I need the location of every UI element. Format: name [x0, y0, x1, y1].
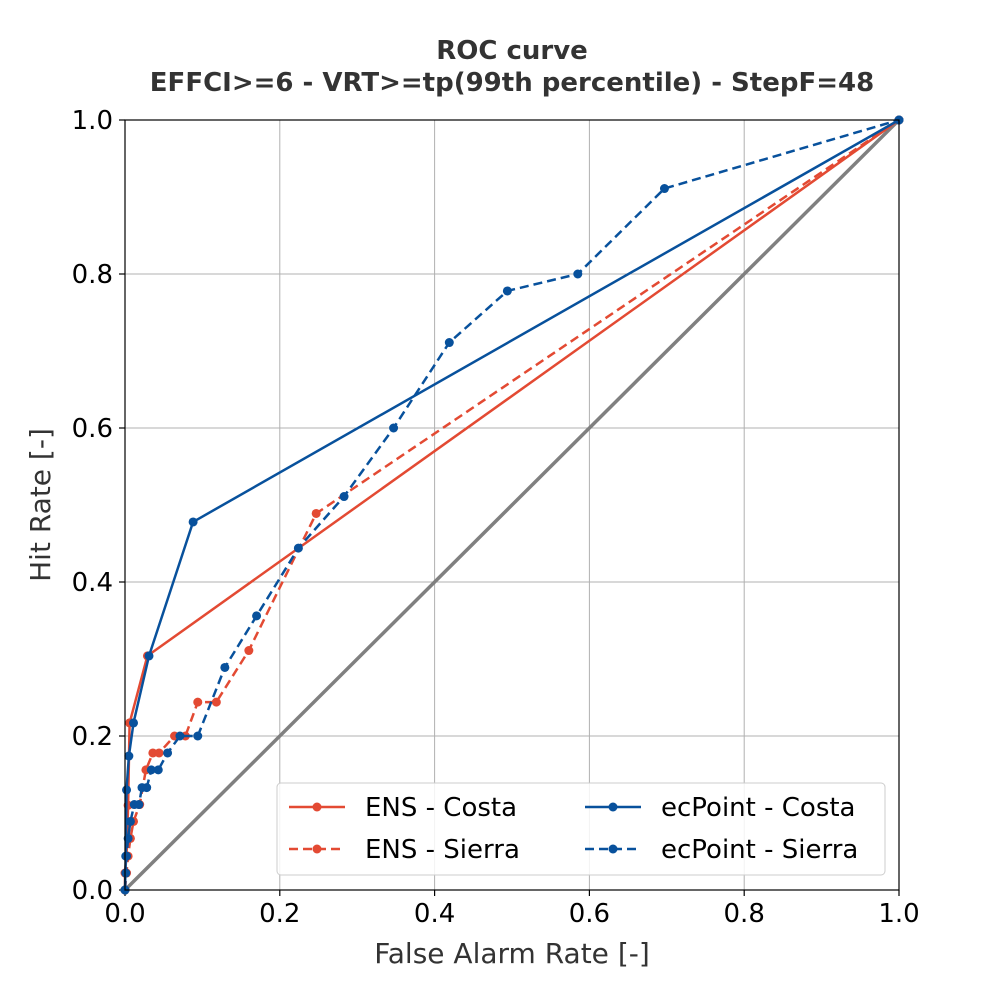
legend-item: ENS - Costa — [289, 793, 517, 823]
data-point — [123, 833, 133, 843]
data-point — [211, 697, 221, 707]
data-point — [146, 765, 156, 775]
y-tick-label: 0.0 — [72, 876, 113, 906]
data-point — [188, 517, 198, 527]
data-point — [163, 748, 173, 758]
x-tick-label: 0.4 — [414, 899, 455, 929]
data-point — [293, 543, 303, 553]
legend-item: ecPoint - Costa — [585, 793, 856, 823]
y-tick-label: 0.4 — [72, 568, 113, 598]
data-point — [244, 646, 254, 656]
data-point — [311, 508, 321, 518]
data-point — [220, 662, 230, 672]
x-tick-label: 1.0 — [878, 899, 919, 929]
data-point — [154, 748, 164, 758]
y-axis-label: Hit Rate [-] — [24, 428, 57, 582]
data-point — [444, 338, 454, 348]
data-point — [252, 611, 262, 621]
legend-item: ecPoint - Sierra — [585, 835, 858, 865]
legend-item: ENS - Sierra — [289, 835, 520, 865]
legend-swatch-marker — [608, 844, 618, 854]
data-point — [339, 492, 349, 502]
y-tick-label: 1.0 — [72, 106, 113, 136]
plot-area — [120, 115, 904, 895]
series-line — [123, 118, 900, 891]
data-point — [122, 785, 132, 795]
chart-title: ROC curve — [436, 36, 588, 66]
x-axis-ticks: 0.0 0.2 0.4 0.6 0.8 1.0 — [104, 890, 920, 929]
legend-label: ENS - Costa — [365, 793, 517, 823]
legend-box — [276, 782, 886, 876]
legend: ENS - Costa ENS - Sierra ecPoint - Costa ec… — [276, 782, 886, 876]
series-line — [123, 118, 900, 891]
data-point — [153, 765, 163, 775]
data-point — [573, 269, 583, 279]
data-point — [175, 731, 185, 741]
data-point — [148, 748, 158, 758]
y-axis-ticks: 0.0 0.2 0.4 0.6 0.8 1.0 — [72, 106, 125, 906]
y-tick-label: 0.6 — [72, 414, 113, 444]
x-tick-label: 0.6 — [569, 899, 610, 929]
chart-subtitle: EFFCI>=6 - VRT>=tp(99th percentile) - St… — [150, 68, 874, 98]
data-point — [502, 286, 512, 296]
data-point — [129, 718, 139, 728]
x-axis-label: False Alarm Rate [-] — [374, 937, 650, 970]
data-point — [193, 697, 203, 707]
data-point — [144, 651, 154, 661]
legend-label: ecPoint - Costa — [661, 793, 856, 823]
series-4 — [120, 115, 904, 895]
data-point — [122, 851, 132, 861]
axes-frame — [124, 119, 900, 891]
data-point — [125, 816, 135, 826]
data-point — [193, 731, 203, 741]
legend-swatch-marker — [312, 802, 322, 812]
y-tick-label: 0.2 — [72, 722, 113, 752]
legend-label: ecPoint - Sierra — [661, 835, 858, 865]
y-tick-label: 0.8 — [72, 260, 113, 290]
legend-label: ENS - Sierra — [365, 835, 520, 865]
data-point — [142, 783, 152, 793]
data-point — [134, 800, 144, 810]
data-point — [124, 751, 134, 761]
data-point — [121, 868, 131, 878]
x-tick-label: 0.8 — [724, 899, 765, 929]
diagonal-reference-line — [123, 118, 901, 892]
x-tick-label: 0.2 — [259, 899, 300, 929]
x-tick-label: 0.0 — [104, 899, 145, 929]
legend-swatch-marker — [312, 844, 322, 854]
data-point — [389, 423, 399, 433]
data-point — [659, 184, 669, 194]
legend-swatch-marker — [608, 802, 618, 812]
